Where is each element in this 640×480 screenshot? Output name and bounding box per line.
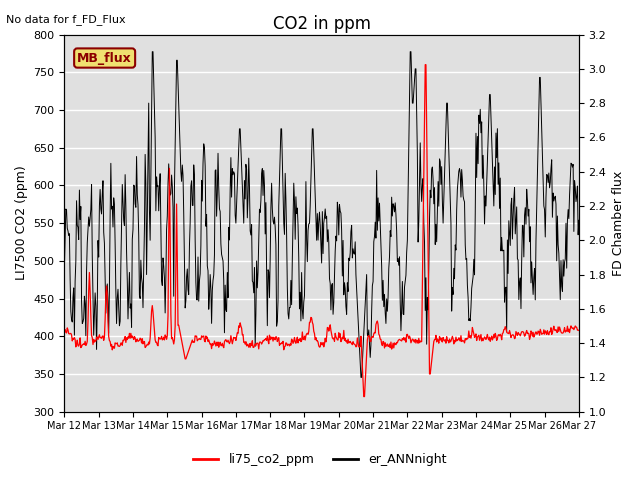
Legend: li75_co2_ppm, er_ANNnight: li75_co2_ppm, er_ANNnight <box>188 448 452 471</box>
Text: No data for f_FD_Flux: No data for f_FD_Flux <box>6 14 126 25</box>
Title: CO2 in ppm: CO2 in ppm <box>273 15 371 33</box>
Text: MB_flux: MB_flux <box>77 51 132 64</box>
Y-axis label: LI7500 CO2 (ppm): LI7500 CO2 (ppm) <box>15 166 28 280</box>
Y-axis label: FD Chamber flux: FD Chamber flux <box>612 170 625 276</box>
